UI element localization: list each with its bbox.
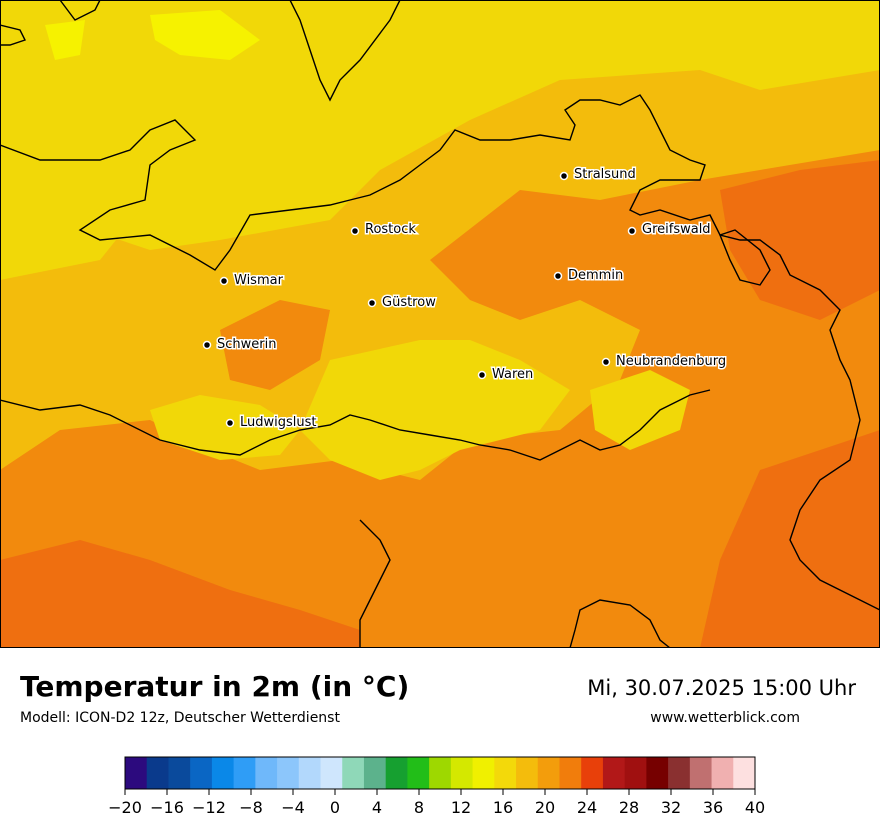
city-dot bbox=[601, 357, 611, 367]
city-label: Güstrow bbox=[382, 295, 436, 310]
legend-swatch bbox=[298, 757, 322, 789]
city-markers: Stralsund Rostock Greifswald Wismar Demm… bbox=[202, 166, 728, 432]
legend-swatch bbox=[363, 757, 387, 789]
legend-swatch bbox=[407, 757, 430, 789]
city-ludwigslust[interactable]: Ludwigslust bbox=[225, 414, 318, 432]
city-label: Demmin bbox=[568, 268, 623, 283]
city-label: Neubrandenburg bbox=[616, 354, 726, 369]
temp-zone-pale-yellow-north bbox=[0, 0, 880, 250]
legend-ticks: −20 −16 −12 −8 −4 0 4 8 12 16 20 24 28 32 36 40 bbox=[108, 789, 765, 817]
temp-zone-dark-orange-south bbox=[0, 540, 360, 648]
legend-swatches bbox=[125, 757, 756, 789]
city-rostock[interactable]: Rostock bbox=[350, 221, 418, 239]
city-demmin[interactable]: Demmin bbox=[553, 267, 625, 285]
legend-swatch bbox=[190, 757, 213, 789]
legend-swatch bbox=[602, 757, 626, 789]
temp-zone-dark-orange-northeast bbox=[720, 160, 880, 320]
city-stralsund[interactable]: Stralsund bbox=[559, 166, 637, 184]
legend-swatch bbox=[581, 757, 604, 789]
legend-swatch bbox=[168, 757, 191, 789]
city-dot bbox=[559, 171, 569, 181]
legend-tick-label: −20 bbox=[108, 798, 142, 817]
temp-zone-pale-yellow-central bbox=[300, 340, 570, 480]
temperature-map: Stralsund Rostock Greifswald Wismar Demm… bbox=[0, 0, 880, 648]
city-label: Schwerin bbox=[217, 337, 276, 352]
legend-swatch bbox=[646, 757, 669, 789]
city-greifswald[interactable]: Greifswald bbox=[627, 221, 712, 239]
legend-tick-label: −12 bbox=[192, 798, 226, 817]
legend-swatch bbox=[429, 757, 452, 789]
forecast-datetime: Mi, 30.07.2025 15:00 Uhr bbox=[587, 676, 856, 700]
model-info: Modell: ICON-D2 12z, Deutscher Wetterdie… bbox=[20, 710, 340, 726]
legend-swatch bbox=[125, 757, 148, 789]
city-label: Rostock bbox=[365, 222, 416, 237]
legend-swatch bbox=[472, 757, 495, 789]
city-label: Wismar bbox=[234, 273, 284, 288]
legend-swatch bbox=[624, 757, 647, 789]
legend-tick-label: 36 bbox=[703, 798, 723, 817]
legend-swatch bbox=[342, 757, 365, 789]
legend-swatch bbox=[450, 757, 474, 789]
legend-swatch bbox=[516, 757, 539, 789]
legend-tick-label: −16 bbox=[150, 798, 184, 817]
city-neubrandenburg[interactable]: Neubrandenburg bbox=[601, 353, 728, 371]
legend-swatch bbox=[668, 757, 691, 789]
temp-zone-orange-west bbox=[220, 300, 330, 390]
legend-tick-label: −4 bbox=[281, 798, 305, 817]
temp-zone-pale-yellow-east bbox=[590, 370, 690, 450]
legend-tick-label: 28 bbox=[619, 798, 639, 817]
legend-tick-label: −8 bbox=[239, 798, 263, 817]
legend-tick-label: 32 bbox=[661, 798, 681, 817]
legend-swatch bbox=[733, 757, 756, 789]
legend-swatch bbox=[385, 757, 408, 789]
temp-zone-bright-yellow-2 bbox=[45, 20, 85, 60]
color-legend: −20 −16 −12 −8 −4 0 4 8 12 16 20 24 28 32 36 40 bbox=[108, 756, 765, 817]
legend-tick-label: 4 bbox=[372, 798, 382, 817]
legend-tick-label: 12 bbox=[451, 798, 471, 817]
legend-tick-label: 20 bbox=[535, 798, 555, 817]
legend-tick-label: 16 bbox=[493, 798, 513, 817]
city-dot bbox=[367, 298, 377, 308]
city-label: Stralsund bbox=[574, 167, 636, 182]
legend-tick-label: 40 bbox=[745, 798, 765, 817]
city-label: Ludwigslust bbox=[240, 415, 317, 430]
legend-swatch bbox=[689, 757, 713, 789]
city-wismar[interactable]: Wismar bbox=[219, 272, 285, 290]
city-guestrow[interactable]: Güstrow bbox=[367, 294, 438, 312]
city-label: Greifswald bbox=[642, 222, 711, 237]
legend-swatch bbox=[277, 757, 300, 789]
city-dot bbox=[477, 370, 487, 380]
city-dot bbox=[627, 226, 637, 236]
legend-swatch bbox=[320, 757, 343, 789]
legend-tick-label: 8 bbox=[414, 798, 424, 817]
city-dot bbox=[202, 340, 212, 350]
city-dot bbox=[350, 226, 360, 236]
legend-swatch bbox=[711, 757, 734, 789]
legend-swatch bbox=[559, 757, 582, 789]
temp-zone-orange-east bbox=[0, 150, 880, 648]
legend-swatch bbox=[537, 757, 560, 789]
legend-tick-label: 24 bbox=[577, 798, 597, 817]
legend-swatch bbox=[233, 757, 256, 789]
website-link[interactable]: www.wetterblick.com bbox=[650, 710, 800, 726]
legend-tick-label: 0 bbox=[330, 798, 340, 817]
city-dot bbox=[225, 418, 235, 428]
city-dot bbox=[219, 276, 229, 286]
legend-swatch bbox=[146, 757, 169, 789]
city-waren[interactable]: Waren bbox=[477, 366, 535, 384]
map-title: Temperatur in 2m (in °C) bbox=[20, 670, 410, 703]
city-schwerin[interactable]: Schwerin bbox=[202, 336, 278, 354]
coastlines bbox=[0, 0, 880, 648]
city-label: Waren bbox=[492, 367, 533, 382]
legend-frame bbox=[124, 756, 756, 790]
city-dot bbox=[553, 271, 563, 281]
temp-zone-bright-yellow bbox=[150, 10, 260, 60]
legend-swatch bbox=[494, 757, 517, 789]
legend-swatch bbox=[255, 757, 278, 789]
legend-swatch bbox=[211, 757, 235, 789]
